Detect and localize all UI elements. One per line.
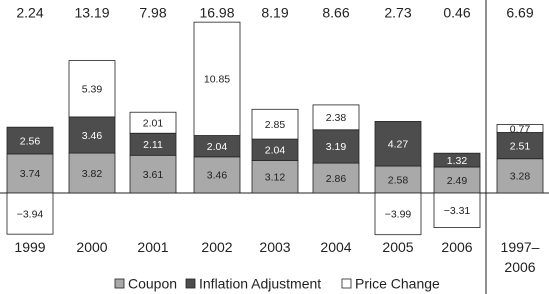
bar-segment <box>129 111 177 134</box>
total-label: 8.66 <box>322 5 349 21</box>
segment-label: −3.99 <box>385 209 412 221</box>
bar-segment <box>312 162 360 194</box>
bar-segment <box>312 104 360 131</box>
total-label: 8.19 <box>261 5 288 21</box>
total-label: 0.46 <box>443 5 470 21</box>
total-label: 7.98 <box>139 5 166 21</box>
segment-label: 0.77 <box>510 123 531 135</box>
bar-segment <box>496 132 544 160</box>
x-tick-label: 2004 <box>320 239 351 255</box>
bar-segment <box>193 156 241 194</box>
segment-label: 3.12 <box>265 171 286 183</box>
total-label: 2.73 <box>384 5 411 21</box>
segment-label: 3.61 <box>143 169 164 181</box>
bar-segment <box>68 152 116 194</box>
segment-label: 2.49 <box>447 175 468 187</box>
segment-label: 3.46 <box>207 170 228 182</box>
legend-swatch <box>341 278 352 289</box>
bar-segment <box>68 116 116 154</box>
segment-label: 3.74 <box>20 168 41 180</box>
bar-segment <box>6 126 54 155</box>
total-label: 2.24 <box>16 5 43 21</box>
segment-label: −3.94 <box>17 208 44 220</box>
x-tick-label: 1997– 2006 <box>501 239 540 275</box>
segment-label: 2.85 <box>265 119 286 131</box>
x-tick-label: 2000 <box>76 239 107 255</box>
bar-segment <box>193 21 241 136</box>
segment-label: 3.28 <box>510 171 531 183</box>
bar-segment <box>374 192 422 236</box>
bar-segment <box>6 153 54 194</box>
total-label: 16.98 <box>199 5 234 21</box>
bar-segment <box>433 152 481 168</box>
segment-label: 2.51 <box>510 140 531 152</box>
bar-segment <box>68 60 116 118</box>
segment-label: 3.82 <box>82 168 103 180</box>
total-label: 13.19 <box>74 5 109 21</box>
segment-label: 2.04 <box>207 141 228 153</box>
x-tick-label: 2005 <box>382 239 413 255</box>
bar-segment <box>251 159 299 194</box>
legend-label: Inflation Adjustment <box>199 276 321 292</box>
bar-segment <box>129 154 177 194</box>
bar-segment <box>251 108 299 140</box>
legend-swatch <box>114 278 125 289</box>
bar-segment <box>374 165 422 194</box>
segment-label: 5.39 <box>82 84 103 96</box>
bar-segment <box>6 192 54 235</box>
segment-label: 2.38 <box>326 112 347 124</box>
legend-label: Coupon <box>128 276 177 292</box>
x-tick-label: 2001 <box>137 239 168 255</box>
x-tick-label: 1999 <box>14 239 45 255</box>
bar-segment <box>312 129 360 164</box>
segment-label: 2.56 <box>20 135 41 147</box>
segment-label: 2.11 <box>143 139 163 151</box>
segment-label: 4.27 <box>388 139 409 151</box>
bar-segment <box>496 124 544 133</box>
x-tick-label: 2002 <box>201 239 232 255</box>
legend-swatch <box>185 278 196 289</box>
segment-label: 1.32 <box>447 155 468 167</box>
segment-label: −3.31 <box>444 205 471 217</box>
segment-label: 2.04 <box>265 145 286 157</box>
segment-label: 2.58 <box>388 174 409 186</box>
x-tick-label: 2003 <box>259 239 290 255</box>
bar-segment <box>433 192 481 228</box>
segment-label: 3.19 <box>326 141 347 153</box>
x-tick-label: 2006 <box>441 239 472 255</box>
segment-label: 3.46 <box>82 130 103 142</box>
segment-label: 10.85 <box>204 74 230 86</box>
segment-label: 2.86 <box>326 173 347 185</box>
legend-label: Price Change <box>355 276 440 292</box>
segment-label: 2.01 <box>143 118 164 130</box>
total-label: 6.69 <box>506 5 533 21</box>
bar-segment <box>374 121 422 167</box>
